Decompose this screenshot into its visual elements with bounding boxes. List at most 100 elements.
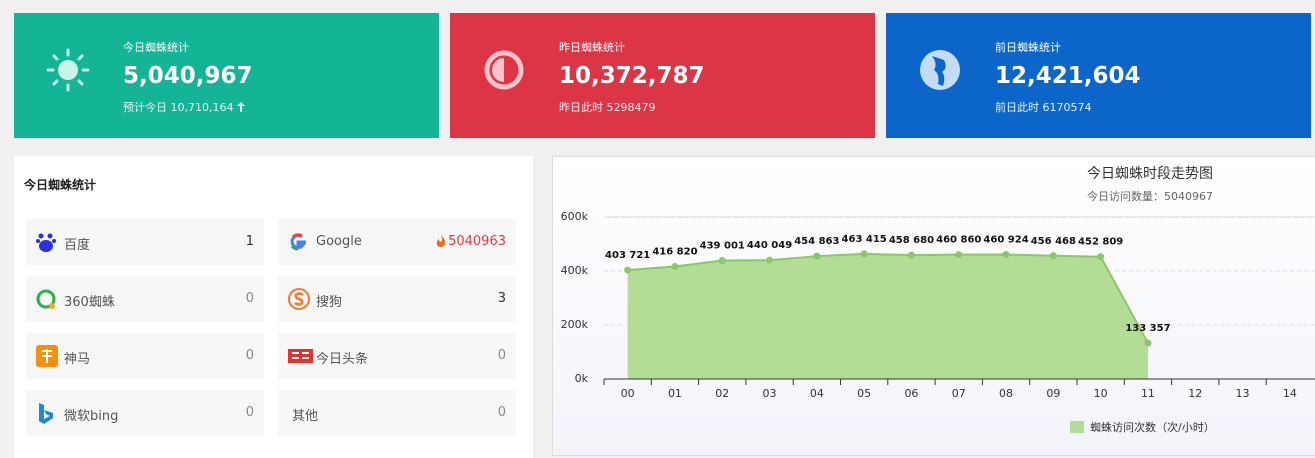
x-tick-label: 11 — [1141, 387, 1155, 400]
item-value: 0 — [497, 348, 506, 363]
item-value: 0 — [245, 405, 254, 420]
spider-item: 微软bing 0 — [26, 390, 264, 436]
data-point — [1144, 339, 1152, 347]
spider-item: 其他 0 — [278, 390, 516, 436]
x-tick-label: 01 — [668, 387, 682, 400]
data-label: 416 820 — [652, 246, 697, 257]
y-tick-label: 0k — [575, 372, 589, 385]
data-point — [1049, 252, 1057, 260]
spider-item: 今日头条 0 — [278, 333, 516, 379]
x-tick-label: 03 — [763, 387, 777, 400]
stat-card: 前日蜘蛛统计 12,421,604 前日此时 6170574 — [886, 13, 1311, 138]
item-name: 搜狗 — [316, 295, 343, 310]
item-value-row: 5040963 — [435, 234, 506, 249]
item-name: 今日头条 — [316, 352, 369, 367]
item-name: 微软bing — [64, 409, 119, 424]
half-circle-icon — [484, 50, 524, 90]
bing-icon — [39, 403, 53, 424]
data-label: 460 924 — [983, 235, 1028, 246]
y-tick-label: 600k — [561, 210, 589, 223]
globe-icon — [920, 50, 960, 90]
card-label: 今日蜘蛛统计 — [123, 41, 189, 54]
legend-swatch — [1070, 421, 1084, 433]
data-point — [955, 251, 963, 259]
data-label: 452 809 — [1078, 237, 1123, 248]
data-point — [860, 250, 868, 258]
card-sub: 昨日此时 5298479 — [559, 101, 656, 114]
x-tick-label: 06 — [904, 387, 918, 400]
item-value: 0 — [245, 291, 254, 306]
item-name: 360蜘蛛 — [64, 295, 115, 310]
toutiao-icon — [288, 349, 313, 363]
x-tick-label: 09 — [1046, 387, 1060, 400]
item-value: 0 — [245, 348, 254, 363]
data-point — [766, 256, 774, 264]
shenma-icon — [36, 345, 58, 367]
item-name: 其他 — [292, 409, 319, 424]
area-fill — [627, 253, 1148, 379]
data-point — [1002, 251, 1010, 259]
card-sub: 预计今日 10,710,164 — [123, 101, 234, 114]
google-icon — [290, 233, 306, 251]
y-tick-label: 400k — [561, 264, 589, 277]
series-line — [627, 252, 1149, 344]
data-label: 454 863 — [794, 236, 839, 247]
data-point — [813, 252, 821, 260]
card-value: 5,040,967 — [123, 63, 253, 89]
data-point — [1097, 253, 1105, 261]
item-name: Google — [316, 234, 362, 249]
stat-card: 昨日蜘蛛统计 10,372,787 昨日此时 5298479 — [450, 13, 875, 138]
x-tick-label: 07 — [952, 387, 966, 400]
legend-label: 蜘蛛访问次数（次/小时） — [1090, 420, 1215, 434]
x-tick-label: 12 — [1188, 387, 1202, 400]
card-value: 12,421,604 — [995, 63, 1141, 89]
stat-card: 今日蜘蛛统计 5,040,967 预计今日 10,710,164 — [14, 13, 439, 138]
data-label: 463 415 — [842, 234, 887, 245]
data-point — [718, 256, 726, 264]
data-label: 403 721 — [605, 250, 650, 261]
data-point — [907, 251, 915, 259]
data-label: 460 860 — [936, 235, 981, 246]
card-label: 昨日蜘蛛统计 — [559, 41, 625, 54]
data-label: 458 680 — [889, 235, 934, 246]
sogou-icon — [288, 288, 310, 310]
fire-icon — [436, 234, 446, 247]
spider-item: 百度 1 — [26, 219, 264, 265]
data-point — [624, 266, 632, 274]
360-icon — [36, 289, 56, 309]
spider-item: 神马 0 — [26, 333, 264, 379]
data-label: 440 049 — [747, 240, 792, 251]
panel-title: 今日蜘蛛统计 — [24, 178, 97, 192]
item-name: 百度 — [64, 238, 91, 253]
spider-item: 搜狗 3 — [278, 276, 516, 322]
sun-icon — [46, 48, 90, 92]
item-value: 0 — [497, 405, 506, 420]
card-label: 前日蜘蛛统计 — [995, 41, 1061, 54]
item-value: 1 — [245, 234, 254, 249]
up-arrow — [237, 102, 246, 112]
x-tick-label: 05 — [857, 387, 871, 400]
x-tick-label: 04 — [810, 387, 824, 400]
data-label: 456 468 — [1031, 236, 1076, 247]
baidu-icon — [36, 233, 56, 252]
item-value: 5040963 — [448, 234, 506, 249]
x-tick-label: 00 — [621, 387, 635, 400]
data-label: 439 001 — [700, 240, 745, 251]
spider-panel: 今日蜘蛛统计 百度 1 Google 5040963 360蜘蛛 0 搜狗 3 神马 0 … — [14, 156, 533, 458]
x-tick-label: 08 — [999, 387, 1013, 400]
card-value: 10,372,787 — [559, 63, 705, 89]
x-tick-label: 13 — [1236, 387, 1250, 400]
chart-title: 今日蜘蛛时段走势图 — [1087, 166, 1213, 182]
item-name: 神马 — [64, 352, 91, 367]
x-tick-label: 14 — [1283, 387, 1297, 400]
data-label: 133 357 — [1125, 323, 1170, 334]
x-tick-label: 02 — [715, 387, 729, 400]
x-tick-label: 10 — [1094, 387, 1108, 400]
card-sub-row: 预计今日 10,710,164 — [123, 99, 246, 115]
spider-item: 360蜘蛛 0 — [26, 276, 264, 322]
spider-item: Google 5040963 — [278, 219, 516, 265]
item-value: 3 — [497, 291, 506, 306]
card-sub: 前日此时 6170574 — [995, 101, 1092, 114]
